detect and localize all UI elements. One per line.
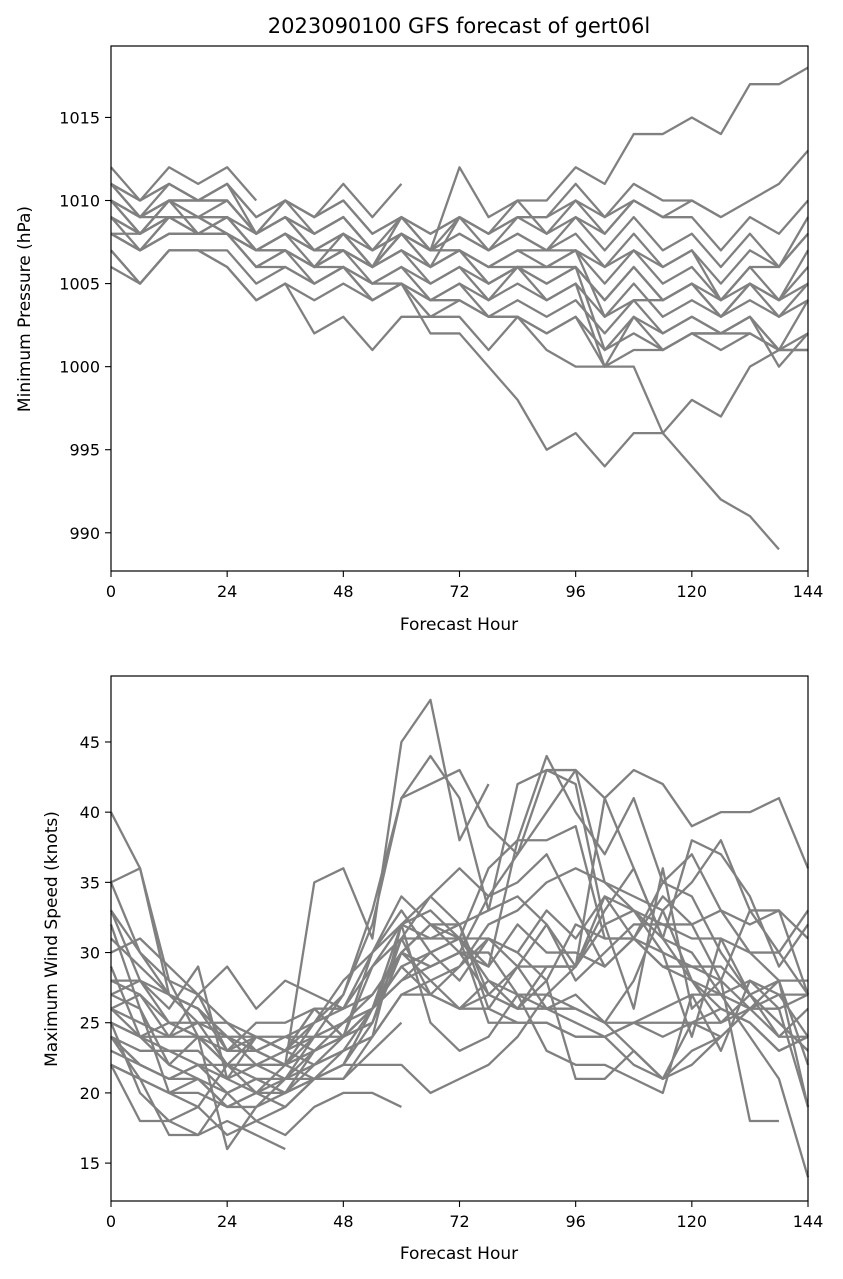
pressure-x-tick-label: 48 — [333, 582, 353, 601]
wind-panel: 0 24 48 72 96 120 144 15 20 25 30 35 40 45 Forecast H… — [42, 675, 824, 1264]
wind-y-tick-label: 45 — [80, 733, 100, 752]
pressure-series-line-18 — [110, 249, 808, 352]
pressure-y-tick-label: 1005 — [59, 275, 100, 294]
wind-series-line-25 — [110, 768, 810, 1052]
wind-x-tick-label: 144 — [793, 1212, 824, 1231]
pressure-x-axis-label: Forecast Hour — [400, 615, 518, 635]
wind-y-tick-label: 25 — [80, 1014, 100, 1033]
pressure-x-tick-label: 0 — [106, 582, 116, 601]
wind-y-tick-label: 40 — [80, 803, 100, 822]
wind-x-tick-label: 48 — [333, 1212, 353, 1231]
wind-y-tick-label: 20 — [80, 1084, 100, 1103]
wind-series-line-1 — [109, 698, 490, 1095]
wind-series-layer — [109, 698, 810, 1178]
wind-y-axis-label: Maximum Wind Speed (knots) — [42, 811, 62, 1067]
wind-x-tick-label: 24 — [217, 1212, 237, 1231]
wind-series-line-16 — [109, 924, 808, 1109]
wind-y-tick-label: 15 — [80, 1154, 100, 1173]
pressure-y-tick-label: 990 — [69, 524, 100, 543]
chart-title: 2023090100 GFS forecast of gert06l — [268, 14, 650, 38]
pressure-axes-frame — [110, 45, 809, 572]
pressure-panel: 2023090100 GFS forecast of gert06l 0 24 48… — [15, 14, 823, 635]
pressure-y-tick-label: 1015 — [59, 108, 100, 127]
wind-y-tick-label: 30 — [80, 944, 100, 963]
wind-x-tick-label: 0 — [106, 1212, 116, 1231]
pressure-y-axis-label: Minimum Pressure (hPa) — [15, 206, 35, 412]
pressure-x-tick-label: 120 — [677, 582, 708, 601]
wind-series-line-22 — [110, 937, 722, 1109]
pressure-x-tick-label: 144 — [793, 582, 824, 601]
wind-series-line-27 — [110, 895, 779, 1123]
pressure-x-tick-label: 72 — [449, 582, 469, 601]
pressure-y-tick-label: 1010 — [59, 192, 100, 211]
pressure-series-layer — [110, 66, 809, 551]
pressure-x-tick-label: 24 — [217, 582, 237, 601]
wind-series-line-18 — [109, 1021, 403, 1137]
wind-series-line-24 — [110, 923, 810, 1108]
wind-x-tick-label: 96 — [565, 1212, 585, 1231]
pressure-x-tick-label: 96 — [565, 582, 585, 601]
wind-x-tick-label: 72 — [449, 1212, 469, 1231]
pressure-series-line-15 — [110, 199, 809, 368]
wind-series-line-19 — [110, 1036, 286, 1151]
wind-x-tick-label: 120 — [677, 1212, 708, 1231]
wind-y-tick-label: 35 — [80, 873, 100, 892]
pressure-series-line-1 — [110, 166, 258, 202]
pressure-ticks: 0 24 48 72 96 120 144 990 995 1000 1005 1010 1015 — [59, 108, 823, 601]
pressure-y-tick-label: 1000 — [59, 358, 100, 377]
wind-x-axis-label: Forecast Hour — [400, 1244, 518, 1264]
wind-series-line-2 — [110, 768, 810, 1151]
pressure-y-tick-label: 995 — [69, 441, 100, 460]
wind-ticks: 0 24 48 72 96 120 144 15 20 25 30 35 40 45 — [80, 733, 824, 1231]
pressure-series-line-22 — [110, 183, 722, 252]
wind-axes-frame — [110, 675, 809, 1202]
pressure-series-line-19 — [110, 215, 808, 468]
